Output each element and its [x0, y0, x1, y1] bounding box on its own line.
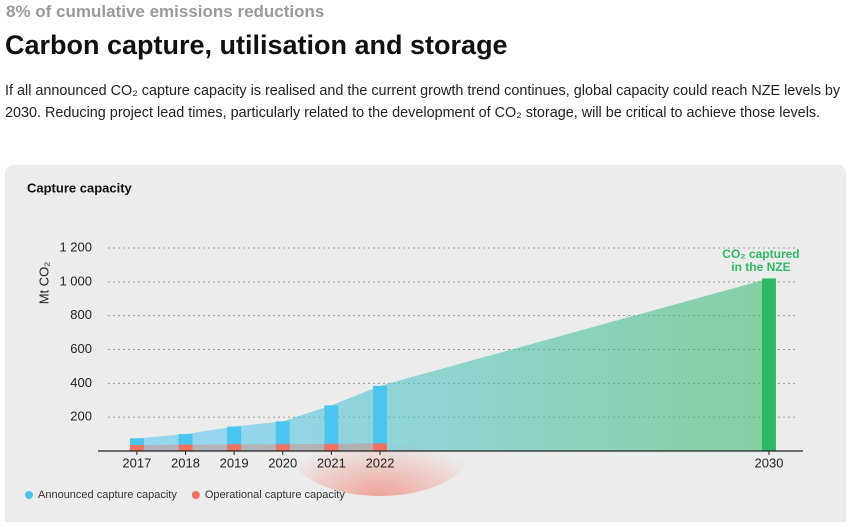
nze-annotation: in the NZE: [731, 260, 790, 274]
operational-bar: [227, 444, 242, 451]
announced-bar: [324, 405, 339, 451]
announced-bar: [275, 421, 290, 451]
x-tick-label: 2021: [317, 455, 346, 470]
chart-title: Capture capacity: [27, 180, 133, 195]
x-tick-label: 2020: [268, 455, 297, 470]
x-tick-label: 2017: [122, 455, 151, 470]
legend-swatch: [191, 491, 200, 499]
announced-area: [136, 278, 769, 451]
legend-swatch: [25, 491, 33, 499]
kicker: 8% of cumulative emissions reductions: [6, 2, 325, 21]
operational-bar: [275, 444, 290, 451]
x-tick-label: 2018: [171, 455, 200, 470]
operational-bar: [129, 445, 144, 451]
legend-label: Announced capture capacity: [38, 489, 177, 501]
chart: Capture capacity Mt CO₂ 200 400 600 800 1 00…: [25, 180, 803, 501]
x-tick-label: 2022: [366, 455, 395, 470]
x-tick-label: 2019: [220, 455, 249, 470]
announced-bar: [373, 385, 387, 451]
y-tick-label: 1 000: [59, 273, 92, 288]
legend-label: Operational capture capacity: [205, 489, 346, 501]
page-title: Carbon capture, utilisation and storage: [5, 30, 508, 60]
chart-panel: Capture capacity Mt CO₂ 200 400 600 800 1 00…: [5, 165, 846, 522]
y-tick-label: 200: [70, 409, 92, 424]
paragraph: If all announced CO₂ capture capacity is…: [5, 83, 841, 121]
y-tick-label: 1 200: [59, 239, 92, 254]
nze-bar: [761, 278, 776, 451]
y-tick-label: 400: [70, 375, 92, 390]
y-tick-label: 800: [70, 307, 92, 322]
y-axis-label: Mt CO₂: [36, 262, 51, 305]
operational-bar: [178, 444, 193, 451]
x-tick-label: 2030: [755, 455, 784, 470]
operational-bar: [324, 443, 339, 451]
operational-bar: [373, 443, 387, 451]
y-tick-label: 600: [70, 341, 92, 356]
nze-annotation: CO₂ captured: [722, 247, 799, 261]
